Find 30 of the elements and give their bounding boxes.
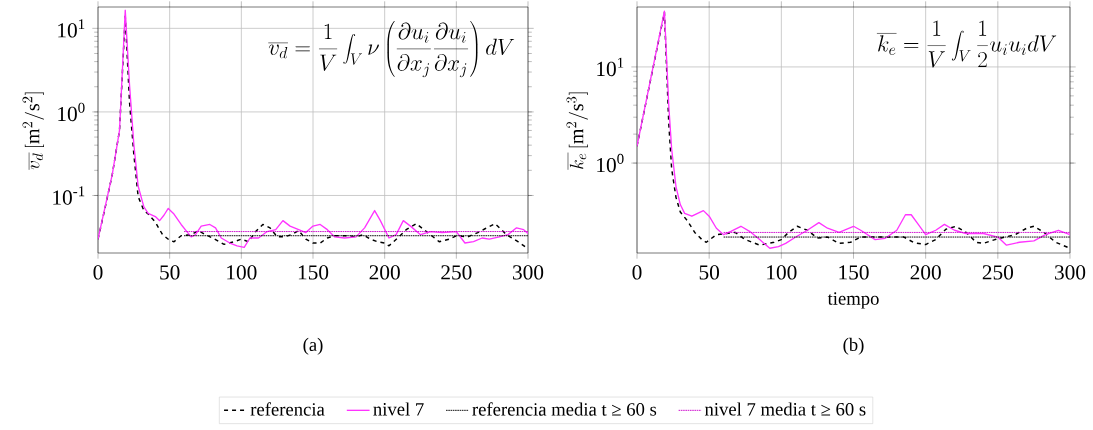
legend-label: referencia [250, 402, 325, 416]
x-tick-label: 150 [839, 265, 869, 280]
annotation: $\overline{v_d} = \frac{1}{V}\int_V \nu \left(\frac{\partial u_i}{\partial x_j}\frac{\partial u_i}{\partial x_j}\right) dV$ [268, 20, 515, 78]
y-tick-label: 10$^{1}$ [58, 19, 85, 38]
x-tick-label: 200 [369, 265, 400, 280]
x-tick-label: 250 [982, 265, 1014, 280]
x-tick-label: 200 [910, 265, 941, 280]
y-axis-title: $\overline{k_e}\,[\mathrm{m}^2/\mathrm{s}^3]$ [566, 92, 588, 170]
y-tick-label: 10$^{1}$ [597, 57, 624, 77]
x-tick-label: 0 [632, 265, 642, 280]
x-tick-label: 100 [227, 265, 257, 280]
x-tick-label: 50 [699, 265, 720, 280]
y-axis-title: $\overline{v_d}\,[\mathrm{m}^2/\mathrm{s}^2]$ [22, 92, 44, 170]
x-tick-label: 250 [441, 265, 472, 280]
x-tick-label: 0 [93, 265, 103, 280]
text: (b) [843, 337, 864, 355]
y-tick-label: 10$^{-1}$ [53, 186, 85, 205]
x-tick-label: 50 [160, 265, 180, 280]
x-tick-label: 300 [513, 265, 544, 280]
x-tick-label: 100 [767, 265, 797, 280]
x-axis-title: tiempo [827, 292, 879, 309]
y-tick-label: 10$^{0}$ [58, 102, 85, 122]
annotation: $\overline{k_e} = \frac{1}{V}\int_V \frac{1}{2} u_i u_i dV$ [876, 20, 1057, 68]
legend-label: nivel 7 [373, 402, 424, 416]
y-tick-label: 10$^{0}$ [597, 153, 624, 173]
legend-label: nivel 7 media t ≥ 60 s [704, 402, 866, 416]
text: (a) [303, 337, 323, 355]
x-tick-label: 300 [1055, 265, 1086, 280]
x-tick-label: 150 [298, 265, 329, 280]
legend-label: referencia media t ≥ 60 s [472, 402, 657, 416]
